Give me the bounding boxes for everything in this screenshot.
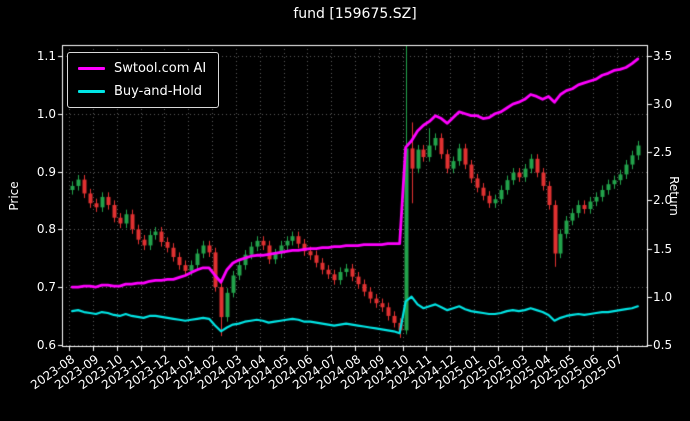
return-tick-label: 3.0 <box>653 97 673 112</box>
return-tick-label: 2.5 <box>653 145 673 160</box>
return-tick-label: 1.0 <box>653 289 673 304</box>
return-tick-label: 3.5 <box>653 48 673 63</box>
return-tick-label: 2.0 <box>653 193 673 208</box>
return-tick-label: 1.5 <box>653 241 673 256</box>
price-tick-label: 0.6 <box>36 337 56 352</box>
legend-label-bh: Buy-and-Hold <box>114 84 203 99</box>
chart-title: fund [159675.SZ] <box>293 6 417 22</box>
price-tick-label: 0.8 <box>36 222 56 237</box>
ai-line-swatch <box>78 67 105 70</box>
return-tick-label: 0.5 <box>653 337 673 352</box>
price-tick-label: 0.7 <box>36 280 56 295</box>
legend-item-bh: Buy-and-Hold <box>78 84 206 99</box>
price-tick-label: 0.9 <box>36 164 56 179</box>
price-tick-label: 1.0 <box>36 106 56 121</box>
legend-item-ai: Swtool.com AI <box>78 61 206 76</box>
price-tick-label: 1.1 <box>36 48 56 63</box>
left-axis-label: Price <box>7 181 21 211</box>
legend: Swtool.com AI Buy-and-Hold <box>67 52 220 108</box>
buy-and-hold-line-swatch <box>78 90 105 93</box>
legend-label-ai: Swtool.com AI <box>114 61 207 76</box>
